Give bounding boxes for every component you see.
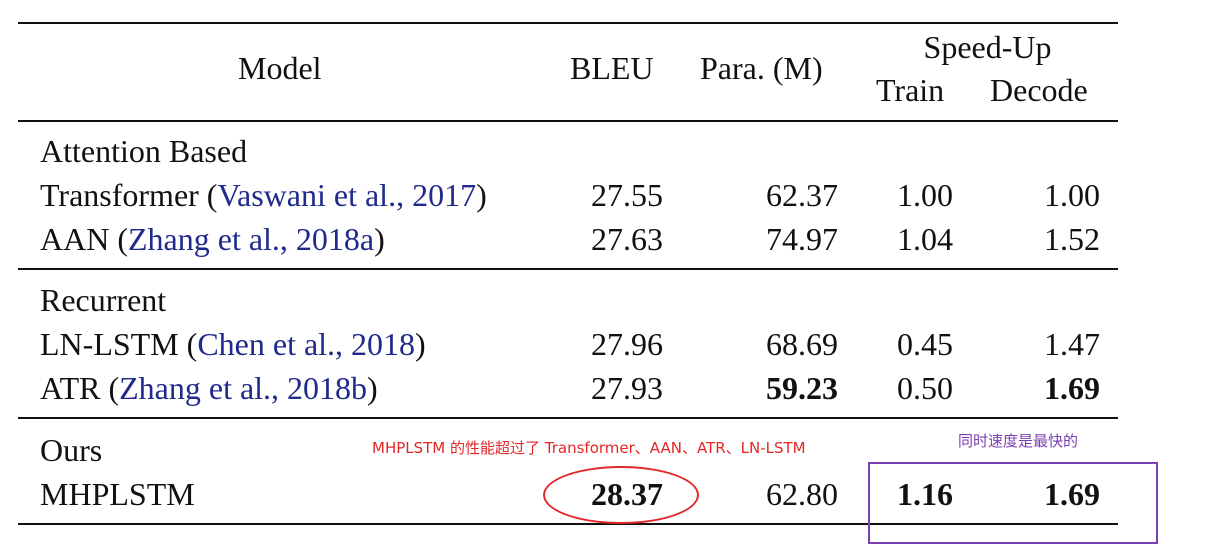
citation-close: ) <box>374 221 385 257</box>
group-rule-2 <box>18 417 1118 419</box>
row-lnlstm-train: 0.45 <box>897 326 953 362</box>
model-name: ATR <box>40 370 101 406</box>
citation-link[interactable]: Vaswani et al., 2017 <box>217 177 477 213</box>
row-transformer-para: 62.37 <box>766 177 838 213</box>
header-rule <box>18 120 1118 122</box>
row-mhplstm-decode: 1.69 <box>1044 476 1100 512</box>
row-aan-para: 74.97 <box>766 221 838 257</box>
citation-link[interactable]: Zhang et al., 2018a <box>127 221 375 257</box>
model-name: AAN <box>40 221 110 257</box>
annotation-performance-note: MHPLSTM 的性能超过了 Transformer、AAN、ATR、LN-LS… <box>372 439 806 457</box>
bottom-rule <box>18 523 1118 525</box>
model-name: Transformer <box>40 177 199 213</box>
annotation-speed-note: 同时速度是最快的 <box>958 432 1079 450</box>
header-speedup: Speed-Up <box>923 29 1052 65</box>
highlight-ellipse <box>543 466 699 524</box>
header-para: Para. (M) <box>700 50 823 86</box>
citation-close: ) <box>476 177 487 213</box>
header-model: Model <box>238 50 322 86</box>
row-atr-bleu: 27.93 <box>591 370 663 406</box>
top-rule <box>18 22 1118 24</box>
row-lnlstm-decode: 1.47 <box>1044 326 1100 362</box>
citation-close: ) <box>415 326 426 362</box>
highlight-box <box>868 462 1158 544</box>
row-lnlstm-para: 68.69 <box>766 326 838 362</box>
header-decode: Decode <box>990 72 1088 108</box>
row-aan-bleu: 27.63 <box>591 221 663 257</box>
row-atr-para: 59.23 <box>766 370 838 406</box>
row-transformer-decode: 1.00 <box>1044 177 1100 213</box>
group-title-attention: Attention Based <box>40 133 248 169</box>
row-lnlstm-name: LN-LSTM (Chen et al., 2018) <box>40 324 426 364</box>
citation-open: ( <box>198 177 218 213</box>
citation-open: ( <box>178 326 198 362</box>
citation-close: ) <box>367 370 378 406</box>
header-train: Train <box>876 72 945 108</box>
row-transformer-bleu: 27.55 <box>591 177 663 213</box>
row-mhplstm-train: 1.16 <box>897 476 953 512</box>
model-name: LN-LSTM <box>40 326 179 362</box>
row-transformer-train: 1.00 <box>897 177 953 213</box>
group-title-recurrent: Recurrent <box>40 282 167 318</box>
citation-link[interactable]: Zhang et al., 2018b <box>119 370 368 406</box>
row-aan-train: 1.04 <box>897 221 953 257</box>
citation-open: ( <box>100 370 120 406</box>
header-bleu: BLEU <box>570 50 654 86</box>
citation-open: ( <box>109 221 128 257</box>
group-title-ours: Ours <box>40 432 103 468</box>
row-atr-train: 0.50 <box>897 370 953 406</box>
row-atr-name: ATR (Zhang et al., 2018b) <box>40 368 378 408</box>
row-aan-decode: 1.52 <box>1044 221 1100 257</box>
row-aan-name: AAN (Zhang et al., 2018a) <box>40 219 385 259</box>
group-rule-1 <box>18 268 1118 270</box>
row-mhplstm-name: MHPLSTM <box>40 476 195 512</box>
citation-link[interactable]: Chen et al., 2018 <box>197 326 416 362</box>
row-mhplstm-para: 62.80 <box>766 476 838 512</box>
row-transformer-name: Transformer (Vaswani et al., 2017) <box>40 175 487 215</box>
row-lnlstm-bleu: 27.96 <box>591 326 663 362</box>
row-atr-decode: 1.69 <box>1044 370 1100 406</box>
